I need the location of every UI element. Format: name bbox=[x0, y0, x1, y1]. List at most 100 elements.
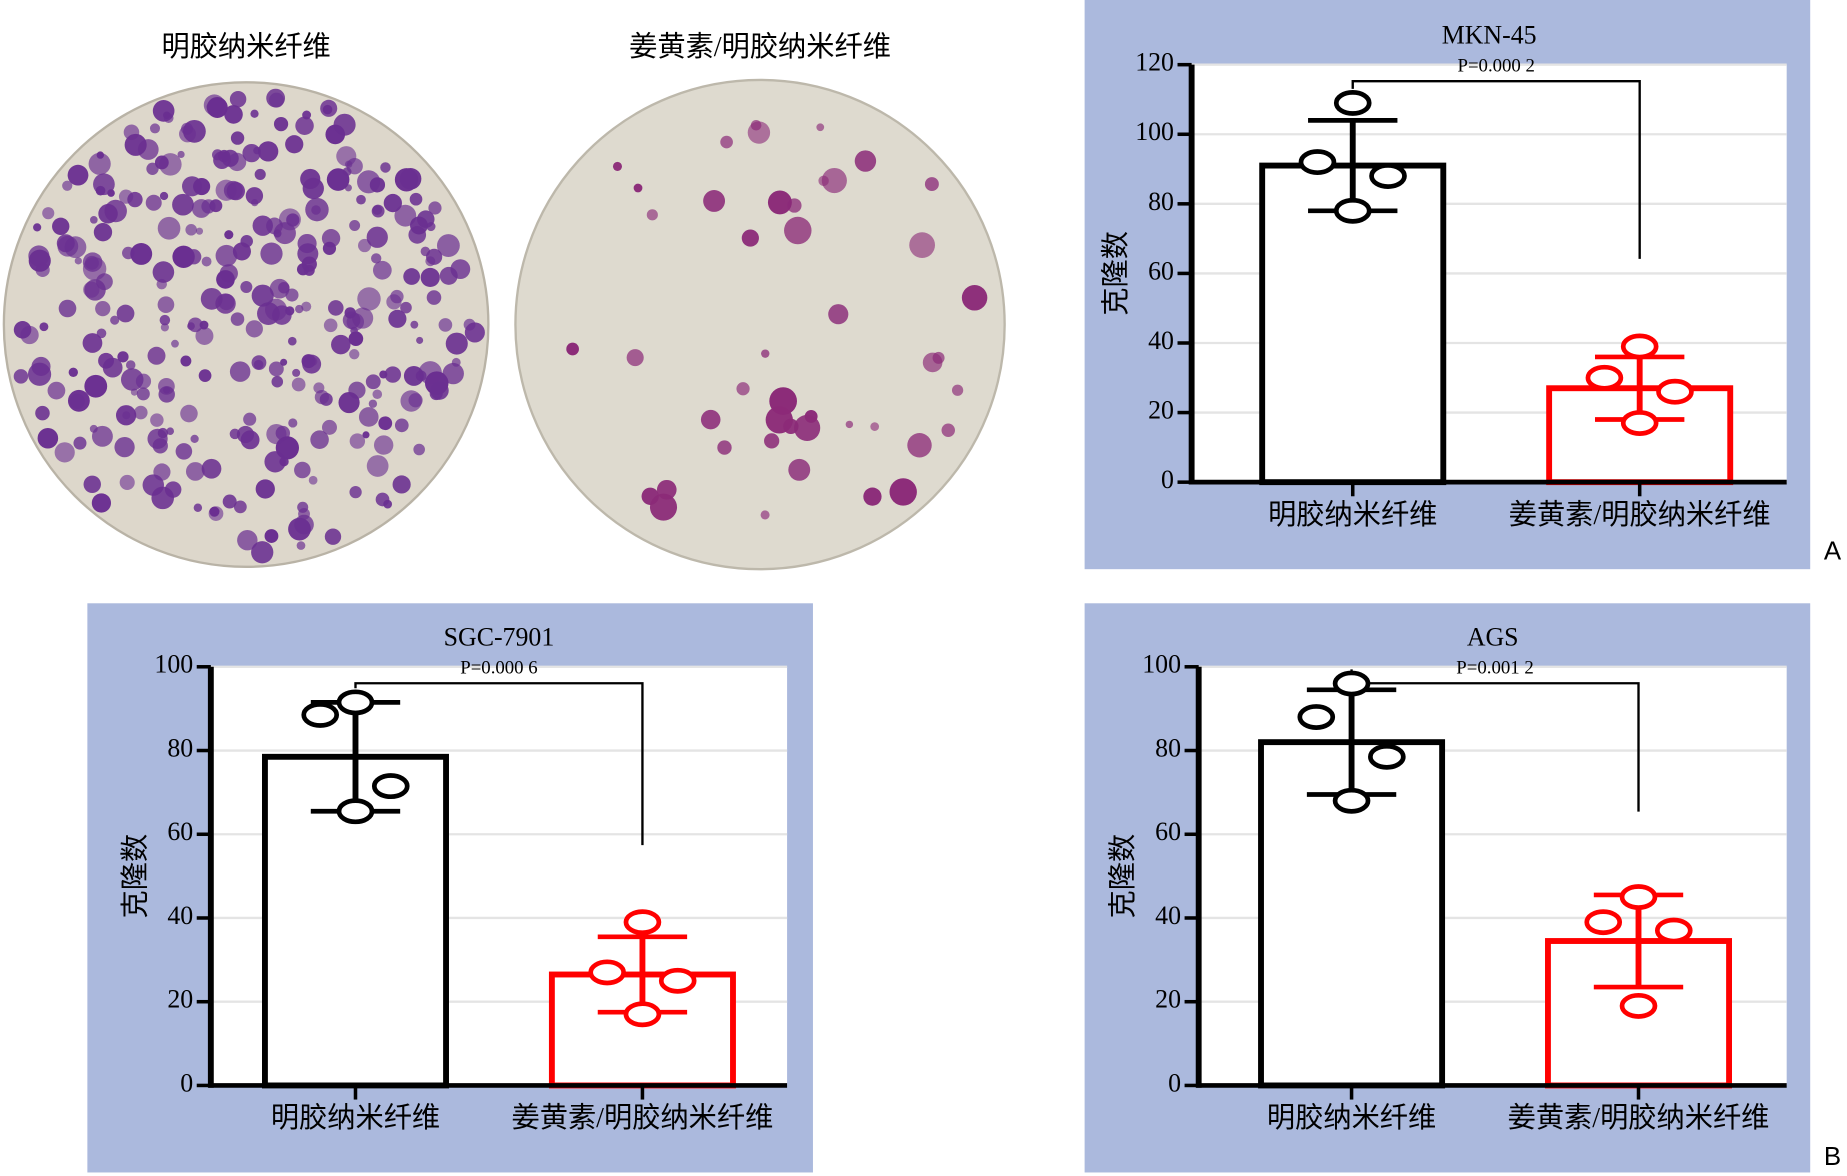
panel-letter: B bbox=[1824, 1143, 1841, 1171]
colony bbox=[450, 259, 471, 279]
colony bbox=[438, 318, 453, 332]
colony bbox=[62, 180, 73, 191]
data-point bbox=[336, 689, 375, 716]
colony bbox=[251, 284, 274, 307]
colony bbox=[924, 177, 939, 192]
colony bbox=[245, 320, 263, 338]
colony bbox=[172, 245, 195, 268]
colony bbox=[319, 392, 333, 406]
colony bbox=[147, 428, 168, 449]
colony bbox=[400, 301, 412, 314]
colony bbox=[436, 234, 460, 257]
colony bbox=[260, 242, 283, 265]
colony bbox=[371, 253, 382, 264]
colony bbox=[154, 155, 169, 170]
colony bbox=[250, 109, 259, 118]
colony bbox=[301, 301, 312, 312]
x-tick-label: 明胶纳米纤维 bbox=[1267, 1102, 1436, 1134]
data-point bbox=[1297, 704, 1336, 730]
colony bbox=[185, 223, 197, 236]
colony bbox=[941, 423, 955, 438]
x-tick-label: 姜黄素/明胶纳米纤维 bbox=[1508, 1102, 1770, 1134]
colony bbox=[736, 382, 750, 396]
colony bbox=[428, 201, 442, 215]
colony bbox=[907, 433, 932, 458]
colony bbox=[305, 197, 329, 222]
colony bbox=[409, 192, 423, 206]
colony bbox=[119, 474, 135, 490]
data-point bbox=[1369, 163, 1407, 189]
colony bbox=[82, 333, 103, 353]
significance-bracket bbox=[354, 682, 644, 846]
colony bbox=[28, 249, 51, 272]
colony bbox=[159, 191, 169, 201]
colony bbox=[90, 216, 98, 224]
data-point bbox=[1584, 909, 1623, 936]
colony bbox=[420, 267, 440, 288]
y-tick-label: 0 bbox=[180, 1068, 193, 1097]
x-tick-label: 明胶纳米纤维 bbox=[271, 1102, 440, 1134]
colony bbox=[320, 99, 338, 117]
colony bbox=[703, 190, 726, 212]
colony bbox=[287, 336, 297, 346]
colony bbox=[222, 494, 237, 509]
colony bbox=[765, 406, 793, 434]
data-point bbox=[1619, 884, 1658, 910]
data-point bbox=[1298, 149, 1337, 176]
x-tick-label: 姜黄素/明胶纳米纤维 bbox=[1509, 499, 1771, 531]
x-tick-label: 明胶纳米纤维 bbox=[1268, 499, 1437, 531]
colony bbox=[784, 216, 812, 245]
colony bbox=[230, 131, 245, 145]
colony bbox=[416, 336, 424, 344]
colony bbox=[464, 322, 485, 343]
colony bbox=[88, 152, 111, 175]
colony bbox=[368, 399, 378, 408]
colony bbox=[285, 135, 304, 154]
colony bbox=[91, 425, 113, 447]
colony bbox=[57, 235, 79, 257]
colony bbox=[118, 189, 134, 204]
colony bbox=[413, 443, 425, 456]
colony bbox=[292, 368, 301, 377]
colony bbox=[273, 222, 296, 245]
colony bbox=[424, 371, 449, 395]
colony bbox=[257, 141, 279, 162]
colony bbox=[271, 375, 284, 388]
colony bbox=[243, 412, 257, 426]
significance-label: P=0.000 2 bbox=[1457, 55, 1534, 76]
colony bbox=[147, 346, 166, 365]
colony bbox=[394, 168, 419, 192]
colony bbox=[42, 207, 55, 220]
dish-images: 明胶纳米纤维 姜黄素/明胶纳米纤维 bbox=[2, 31, 1006, 571]
y-tick-label: 100 bbox=[154, 650, 193, 679]
colony bbox=[135, 373, 152, 389]
colony bbox=[152, 100, 175, 122]
colony bbox=[158, 386, 175, 403]
colony bbox=[146, 162, 159, 175]
colony bbox=[366, 226, 388, 248]
colony bbox=[362, 431, 370, 439]
colony bbox=[163, 111, 171, 120]
colony bbox=[403, 268, 421, 285]
colony bbox=[410, 320, 419, 329]
colony bbox=[348, 381, 366, 399]
colony bbox=[152, 261, 175, 283]
colony bbox=[323, 318, 338, 333]
colony bbox=[125, 360, 136, 370]
colony bbox=[357, 287, 381, 311]
y-tick-label: 80 bbox=[1155, 733, 1181, 762]
colony bbox=[349, 486, 362, 499]
colony bbox=[35, 405, 50, 421]
colony bbox=[130, 388, 138, 396]
colony bbox=[294, 514, 314, 535]
colony bbox=[310, 430, 329, 449]
colony bbox=[750, 119, 762, 131]
colony bbox=[83, 475, 101, 493]
colony bbox=[83, 281, 100, 298]
colony bbox=[213, 151, 231, 169]
colony bbox=[180, 355, 192, 367]
y-tick-label: 40 bbox=[167, 901, 193, 930]
colony bbox=[344, 307, 356, 319]
colony bbox=[102, 357, 123, 378]
colony bbox=[301, 256, 317, 272]
